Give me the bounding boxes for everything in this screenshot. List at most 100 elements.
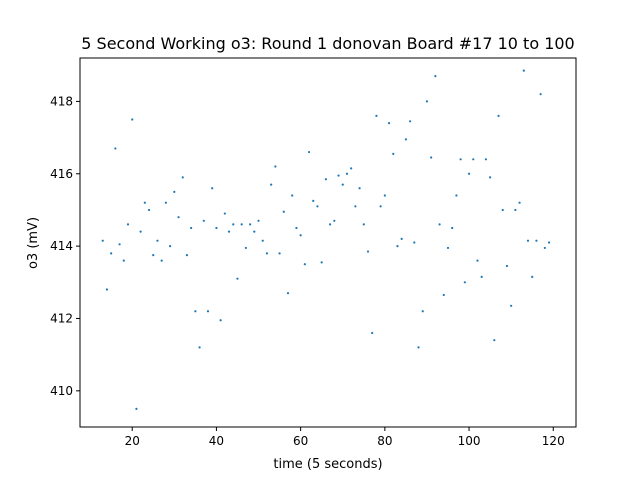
data-point: [160, 259, 163, 262]
data-point: [274, 165, 277, 168]
data-point: [333, 219, 336, 222]
data-point: [404, 138, 407, 141]
data-point: [409, 120, 412, 123]
data-point: [105, 288, 109, 291]
x-tick-label: 60: [293, 434, 308, 448]
data-point: [463, 281, 466, 284]
data-point: [531, 275, 534, 278]
data-point: [227, 230, 231, 233]
data-point: [110, 252, 113, 255]
data-point: [421, 310, 424, 313]
data-point: [152, 254, 155, 257]
data-point: [472, 158, 475, 161]
data-point: [219, 319, 222, 322]
data-point: [185, 254, 189, 257]
data-point: [249, 223, 252, 226]
x-tick-label: 120: [542, 434, 565, 448]
data-point: [232, 223, 235, 226]
data-point: [307, 150, 311, 154]
data-point: [514, 208, 517, 212]
data-point: [181, 176, 184, 179]
data-point: [190, 226, 193, 230]
data-point: [194, 310, 197, 313]
data-point: [329, 223, 332, 226]
data-point: [118, 243, 121, 246]
data-point: [303, 263, 306, 266]
data-point: [135, 407, 138, 411]
data-point: [295, 226, 298, 230]
data-point: [442, 293, 445, 297]
y-tick-label: 414: [50, 239, 73, 253]
data-point: [392, 152, 395, 155]
data-point: [215, 226, 218, 230]
data-point: [236, 277, 239, 280]
data-point: [198, 346, 201, 349]
data-point: [291, 194, 294, 197]
data-point: [484, 158, 487, 161]
data-point: [425, 100, 429, 103]
data-point: [282, 210, 285, 213]
data-point: [101, 239, 104, 242]
data-point: [526, 239, 530, 242]
data-point: [480, 275, 483, 278]
data-point: [324, 178, 327, 181]
y-tick-label: 418: [50, 94, 73, 108]
data-point: [354, 205, 357, 208]
data-point: [501, 208, 504, 212]
data-point: [299, 234, 302, 237]
data-point: [371, 331, 374, 335]
plot-frame: [79, 57, 577, 428]
data-point: [278, 252, 281, 255]
data-point: [387, 122, 391, 125]
data-point: [430, 156, 433, 159]
data-point: [316, 205, 319, 208]
data-point: [139, 230, 142, 233]
data-point: [312, 199, 315, 202]
data-point: [417, 346, 420, 349]
data-point: [320, 261, 323, 264]
data-point: [286, 292, 290, 295]
data-point: [211, 187, 214, 190]
x-axis-ticks: 20 40 60 80 100 120: [125, 427, 565, 448]
data-point: [223, 212, 226, 215]
data-point: [265, 252, 269, 255]
x-axis-label: time (5 seconds): [273, 457, 382, 472]
x-tick-label: 100: [458, 434, 481, 448]
x-tick-label: 20: [125, 434, 140, 448]
data-point: [358, 187, 361, 190]
data-point: [270, 183, 273, 186]
y-axis-ticks: 410 412 414 416 418: [50, 94, 80, 398]
data-point: [169, 245, 172, 248]
data-point: [505, 264, 509, 268]
y-axis-label: o3 (mV): [26, 217, 41, 269]
data-points: [101, 69, 551, 411]
data-point: [341, 183, 344, 186]
data-point: [467, 172, 471, 175]
data-point: [240, 223, 243, 226]
data-point: [518, 201, 521, 204]
data-point: [455, 194, 458, 197]
x-tick-label: 80: [377, 434, 392, 448]
data-point: [114, 147, 117, 150]
data-point: [400, 237, 403, 240]
data-point: [539, 93, 542, 96]
data-point: [510, 304, 513, 307]
data-point: [522, 69, 525, 72]
data-point: [451, 226, 454, 230]
y-tick-label: 410: [50, 384, 73, 398]
data-point: [459, 158, 462, 161]
data-point: [543, 246, 546, 250]
data-point: [413, 241, 416, 244]
data-point: [434, 74, 437, 78]
data-point: [438, 223, 441, 226]
data-point: [173, 190, 176, 193]
data-point: [177, 216, 180, 219]
data-point: [206, 310, 210, 313]
data-point: [446, 246, 450, 250]
data-point: [345, 172, 349, 175]
data-point: [535, 239, 538, 242]
data-point: [375, 114, 378, 117]
data-point: [257, 219, 260, 222]
